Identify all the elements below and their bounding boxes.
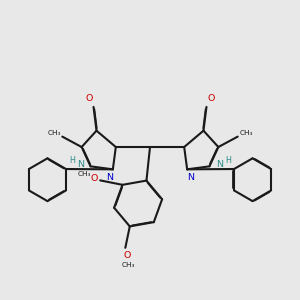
- Text: CH₃: CH₃: [239, 130, 253, 136]
- Text: O: O: [91, 174, 98, 183]
- Text: O: O: [85, 94, 93, 103]
- Text: CH₃: CH₃: [122, 262, 135, 268]
- Text: N: N: [106, 173, 113, 182]
- Text: O: O: [207, 94, 214, 103]
- Text: H: H: [225, 157, 231, 166]
- Text: CH₃: CH₃: [78, 171, 92, 177]
- Text: H: H: [69, 157, 75, 166]
- Text: N: N: [216, 160, 223, 169]
- Text: CH₃: CH₃: [47, 130, 61, 136]
- Text: N: N: [187, 173, 194, 182]
- Text: O: O: [123, 251, 130, 260]
- Text: N: N: [77, 160, 84, 169]
